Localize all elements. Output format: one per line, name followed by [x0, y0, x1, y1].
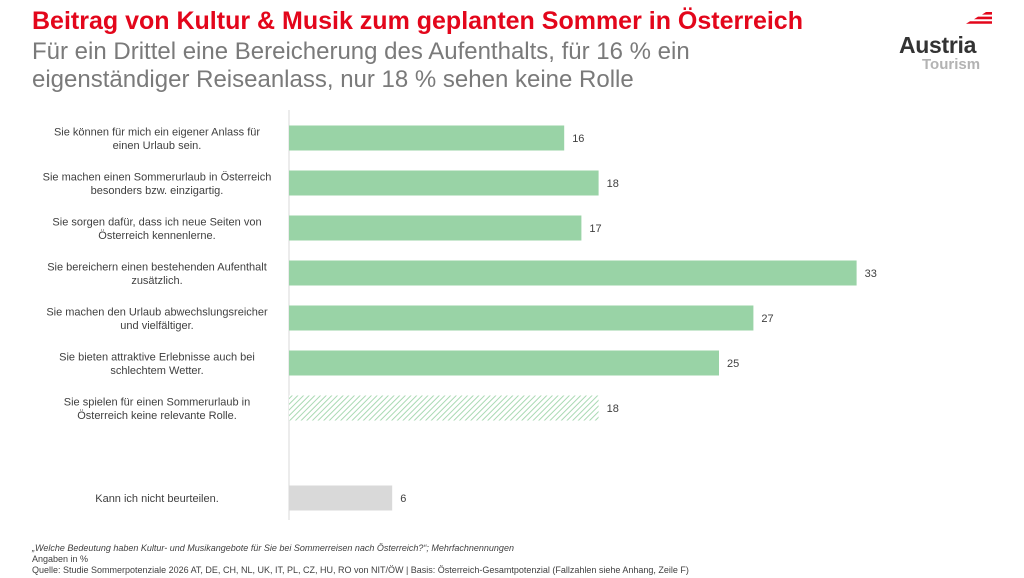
footer-units: Angaben in %	[32, 554, 89, 564]
category-label-4: Sie bereichern einen bestehenden Aufenth…	[47, 261, 267, 287]
bar-2	[289, 170, 599, 196]
value-label-6: 25	[727, 358, 739, 370]
bar-8	[289, 485, 393, 511]
footer-question: „Welche Bedeutung haben Kultur- und Musi…	[32, 543, 514, 553]
value-label-8: 6	[400, 493, 406, 505]
logo-word-austria: Austria	[899, 32, 977, 58]
category-label-2: Sie machen einen Sommerurlaub in Österre…	[43, 171, 272, 197]
logo-stripes-icon	[966, 12, 992, 24]
category-label-5: Sie machen den Urlaub abwechslungsreiche…	[46, 306, 268, 332]
austria-tourism-logo: Austria Tourism	[896, 12, 996, 73]
bar-7	[289, 395, 599, 421]
bar-5	[289, 305, 754, 331]
value-label-3: 17	[589, 223, 601, 235]
footer-source: Quelle: Studie Sommerpotenziale 2026 AT,…	[32, 565, 689, 575]
page-subtitle: Für ein Drittel eine Bereicherung des Au…	[32, 38, 690, 93]
category-label-6: Sie bieten attraktive Erlebnisse auch be…	[59, 351, 255, 377]
value-label-7: 18	[607, 403, 619, 415]
category-label-1: Sie können für mich ein eigener Anlass f…	[54, 126, 260, 152]
value-label-5: 27	[761, 313, 773, 325]
category-label-8: Kann ich nicht beurteilen.	[95, 493, 219, 505]
value-label-2: 18	[607, 178, 619, 190]
value-label-4: 33	[865, 268, 877, 280]
bar-6	[289, 350, 719, 376]
category-label-3: Sie sorgen dafür, dass ich neue Seiten v…	[52, 216, 261, 242]
footer: „Welche Bedeutung haben Kultur- und Musi…	[32, 543, 689, 576]
bar-chart: 16 Sie können für mich ein eigener Anlass…	[43, 110, 877, 520]
logo-word-tourism: Tourism	[922, 56, 981, 73]
page-title: Beitrag von Kultur & Musik zum geplanten…	[32, 7, 803, 35]
value-label-1: 16	[572, 133, 584, 145]
category-label-7: Sie spielen für einen Sommerurlaub in Öst…	[64, 396, 251, 422]
bar-3	[289, 215, 582, 241]
bar-1	[289, 125, 565, 151]
bar-4	[289, 260, 857, 286]
